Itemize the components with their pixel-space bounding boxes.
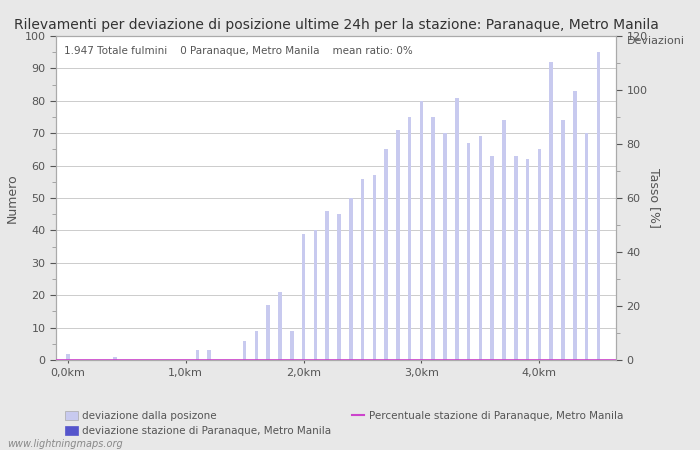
Bar xyxy=(384,149,388,360)
Bar xyxy=(526,159,529,360)
Bar xyxy=(538,149,541,360)
Bar xyxy=(502,120,506,360)
Bar xyxy=(360,179,364,360)
Bar xyxy=(596,52,600,360)
Bar xyxy=(491,156,494,360)
Bar xyxy=(550,62,553,360)
Bar xyxy=(267,305,270,360)
Bar xyxy=(302,234,305,360)
Bar xyxy=(372,176,376,360)
Bar xyxy=(278,292,282,360)
Bar xyxy=(314,230,317,360)
Bar xyxy=(290,331,293,360)
Bar xyxy=(584,133,588,360)
Bar xyxy=(467,143,470,360)
Bar xyxy=(243,341,246,360)
Bar xyxy=(479,136,482,360)
Bar xyxy=(443,133,447,360)
Bar xyxy=(455,98,458,360)
Y-axis label: Tasso [%]: Tasso [%] xyxy=(648,168,662,228)
Title: Rilevamenti per deviazione di posizione ultime 24h per la stazione: Paranaque, M: Rilevamenti per deviazione di posizione … xyxy=(13,18,659,32)
Bar xyxy=(113,357,117,360)
Bar xyxy=(326,211,329,360)
Bar xyxy=(514,156,517,360)
Bar xyxy=(349,198,353,360)
Bar xyxy=(196,350,200,360)
Bar xyxy=(420,101,424,360)
Bar xyxy=(561,120,565,360)
Text: 1.947 Totale fulmini    0 Paranaque, Metro Manila    mean ratio: 0%: 1.947 Totale fulmini 0 Paranaque, Metro … xyxy=(64,46,413,56)
Y-axis label: Numero: Numero xyxy=(6,173,19,223)
Bar xyxy=(66,354,69,360)
Legend: deviazione dalla posizone, deviazione stazione di Paranaque, Metro Manila, Perce: deviazione dalla posizone, deviazione st… xyxy=(61,407,627,440)
Text: www.lightningmaps.org: www.lightningmaps.org xyxy=(7,439,122,449)
Bar xyxy=(431,117,435,360)
Bar xyxy=(337,214,341,360)
Bar xyxy=(396,130,400,360)
Bar xyxy=(255,331,258,360)
Bar xyxy=(408,117,412,360)
Bar xyxy=(573,91,577,360)
Text: Deviazioni: Deviazioni xyxy=(627,36,685,46)
Bar xyxy=(207,350,211,360)
